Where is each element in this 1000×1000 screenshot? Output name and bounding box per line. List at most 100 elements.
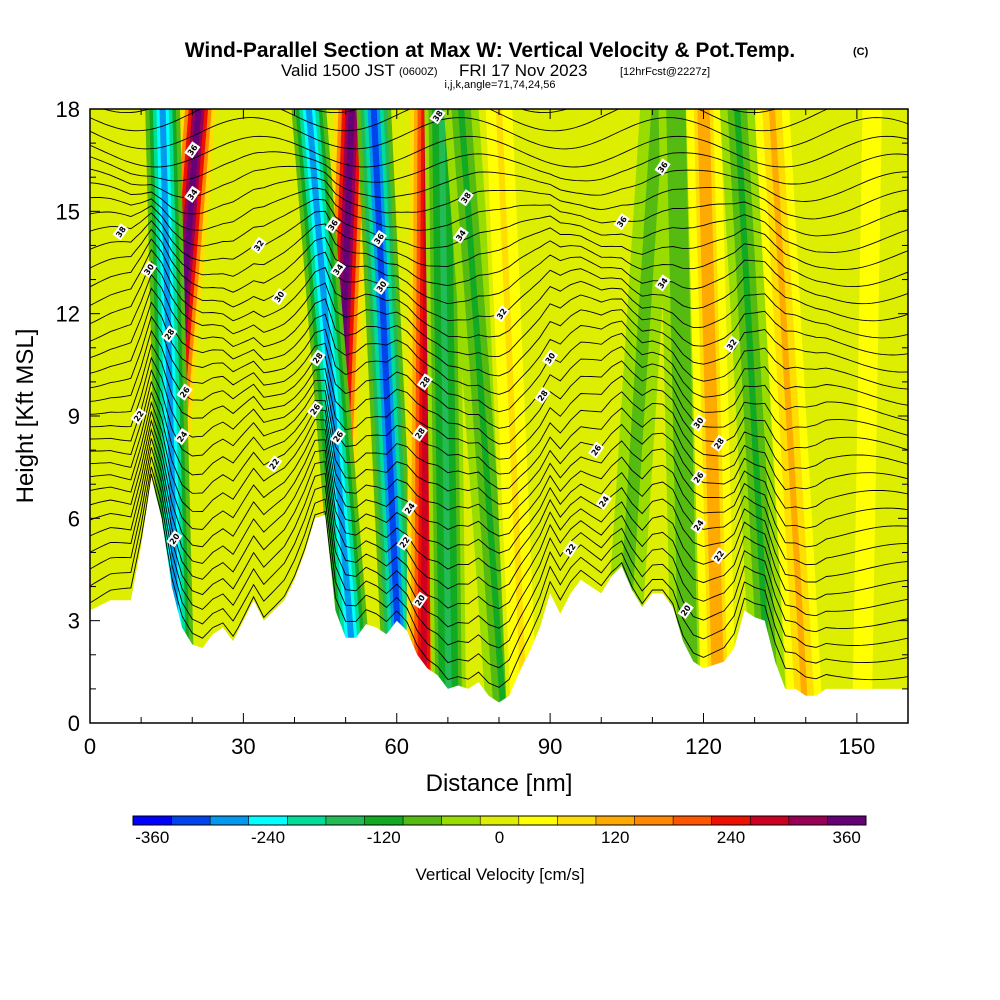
- colorbar-swatch: [364, 816, 404, 825]
- plot-area: 3836343230302826222422203634282626363038…: [90, 109, 908, 723]
- theta-label-box: [173, 427, 191, 446]
- theta-contour-line: [90, 356, 908, 475]
- theta-label-box: [271, 287, 288, 306]
- theta-label-box: [587, 441, 605, 459]
- theta-label-box: [690, 468, 707, 487]
- colorbar-swatch: [518, 816, 558, 825]
- theta-label-box: [411, 424, 428, 442]
- colorbar-swatch: [827, 816, 867, 825]
- theta-contour-line: [102, 109, 777, 114]
- theta-contour-line: [90, 187, 908, 237]
- theta-label-box: [654, 274, 671, 292]
- y-axis-title: Height [Kft MSL]: [12, 329, 39, 504]
- theta-label-box: [324, 216, 341, 234]
- theta-label-box: [690, 414, 707, 432]
- theta-label-box: [710, 547, 727, 565]
- colorbar-tick-label: -240: [251, 828, 285, 847]
- theta-contour-line: [90, 220, 908, 288]
- velocity-band-9-level-4: [615, 109, 661, 723]
- theta-label-box: [493, 305, 510, 323]
- y-tick-label: 18: [56, 97, 80, 122]
- forecast-info: [12hrFcst@2227z]: [620, 66, 710, 78]
- theta-label-box: [112, 223, 129, 241]
- theta-contour-line: [90, 343, 908, 460]
- velocity-band-8-level-4: [495, 109, 528, 723]
- x-tick-label: 120: [685, 734, 722, 759]
- theta-contour-line: [90, 329, 908, 445]
- copyright-mark: (C): [853, 46, 869, 58]
- theta-contour-line: [90, 210, 908, 270]
- velocity-band-1-level-4: [159, 109, 182, 723]
- colorbar-swatch: [634, 816, 674, 825]
- colorbar: [132, 815, 867, 826]
- theta-label-box: [140, 260, 157, 278]
- theta-contour-line: [90, 438, 908, 617]
- colorbar-swatch: [171, 816, 211, 825]
- colorbar-swatch: [711, 816, 751, 825]
- theta-label-box: [541, 349, 559, 367]
- theta-label-box: [690, 516, 707, 534]
- theta-label-box: [161, 325, 178, 343]
- chart-title: Wind-Parallel Section at Max W: Vertical…: [185, 39, 796, 62]
- x-tick-labels: 0 30 60 90 120 150: [84, 734, 875, 759]
- colorbar-tick-label: -120: [367, 828, 401, 847]
- colorbar-swatch: [403, 816, 442, 825]
- colorbar-title: Vertical Velocity [cm/s]: [415, 865, 584, 884]
- theta-contour-line: [90, 427, 908, 600]
- theta-contour-line: [90, 473, 908, 688]
- theta-contour-line: [90, 117, 908, 150]
- theta-contour-line: [90, 380, 908, 510]
- theta-contour-line: [90, 301, 908, 413]
- x-axis-title: Distance [nm]: [426, 770, 573, 797]
- axis-ticks: [89, 108, 909, 724]
- theta-contour-line: [90, 135, 908, 168]
- theta-contour-line: [90, 198, 908, 253]
- velocity-band-12-level-4: [734, 109, 774, 723]
- velocity-band-6-level-4: [438, 109, 452, 723]
- colorbar-swatch: [248, 816, 288, 825]
- colorbar-swatch: [673, 816, 712, 825]
- theta-contour-line: [90, 249, 908, 339]
- theta-contour-line: [90, 368, 908, 491]
- theta-contour-line: [90, 287, 908, 395]
- theta-contours: [90, 109, 908, 688]
- x-tick-label: 30: [231, 734, 255, 759]
- theta-contour-line: [90, 260, 908, 357]
- theta-label-box: [613, 212, 630, 231]
- colorbar-swatch: [325, 816, 365, 825]
- theta-label-box: [184, 185, 201, 203]
- theta-label-box: [166, 530, 183, 548]
- x-tick-label: 60: [385, 734, 409, 759]
- theta-label-box: [370, 229, 388, 248]
- colorbar-swatch: [287, 816, 327, 825]
- colorbar-tick-label: 120: [601, 828, 629, 847]
- theta-label-box: [329, 427, 347, 446]
- y-tick-label: 9: [68, 404, 80, 429]
- valid-time-prefix: Valid 1500 JST: [281, 61, 395, 80]
- valid-time-date: FRI 17 Nov 2023: [459, 61, 588, 80]
- colorbar-swatch: [788, 816, 828, 825]
- velocity-band-10-level-4: [672, 109, 693, 723]
- theta-label-box: [411, 591, 428, 609]
- colorbar-tick-label: 0: [495, 828, 504, 847]
- colorbar-swatch: [595, 816, 635, 825]
- colorbar-tick-label: -360: [135, 828, 169, 847]
- y-tick-labels: 0 3 6 9 12 15 18: [56, 97, 80, 736]
- colorbar-swatch: [750, 816, 790, 825]
- theta-contour-line: [90, 410, 908, 566]
- grid-indices: i,j,k,angle=71,74,24,56: [444, 79, 555, 91]
- theta-label-box: [373, 277, 390, 296]
- theta-label-box: [654, 158, 671, 176]
- theta-contour-line: [90, 391, 908, 529]
- theta-contour-line: [90, 315, 908, 429]
- colorbar-swatch: [133, 816, 172, 825]
- terrain-mask: [90, 477, 908, 723]
- theta-label-box: [265, 455, 283, 473]
- theta-label-box: [401, 499, 418, 517]
- theta-contour-line: [90, 456, 908, 649]
- theta-contour-line: [90, 418, 908, 583]
- theta-contour-line: [90, 400, 908, 548]
- x-tick-label: 0: [84, 734, 96, 759]
- theta-label-box: [562, 540, 579, 558]
